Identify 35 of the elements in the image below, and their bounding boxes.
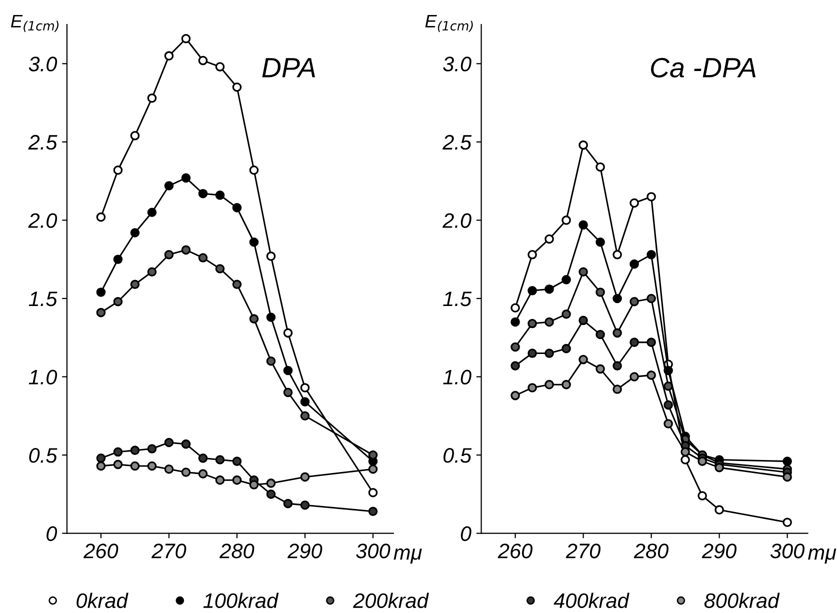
y-tick-label: 3.0 <box>28 56 58 72</box>
x-axis-title: mμ <box>394 548 422 564</box>
y-tick-label: 2.0 <box>442 213 472 228</box>
x-tick-label: 300 <box>770 544 805 558</box>
y-tick-label: 2.5 <box>442 134 472 150</box>
x-tick-label: 270 <box>566 544 600 558</box>
x-tick-label: 260 <box>83 544 118 558</box>
x-tick-label: 290 <box>287 544 322 558</box>
x-tick-label: 280 <box>634 544 668 558</box>
legend-label: 400krad <box>554 592 630 608</box>
x-axis-title: mμ <box>808 548 836 564</box>
y-tick-label: 0 <box>460 526 472 542</box>
legend-label: 800krad <box>704 592 780 608</box>
y-axis-title: E$_{(1cm)}$ <box>10 15 59 32</box>
x-tick-label: 260 <box>498 544 532 558</box>
y-tick-label: 1.0 <box>28 370 58 385</box>
y-tick-label: 1.5 <box>443 292 472 306</box>
x-tick-label: 280 <box>219 544 254 558</box>
legend-label: 100krad <box>203 592 279 608</box>
y-tick-label: 1.5 <box>28 292 58 306</box>
y-tick-label: 2.5 <box>28 134 58 150</box>
y-tick-label: 1.0 <box>443 370 472 385</box>
y-tick-label: 0.5 <box>444 448 472 463</box>
legend-label: 200krad <box>352 592 429 608</box>
y-axis-title: E$_{(1cm)}$ <box>425 15 473 32</box>
text: DPA <box>262 58 315 78</box>
y-tick-label: 2.0 <box>28 213 58 228</box>
y-tick-label: 0.5 <box>29 448 58 463</box>
y-tick-label: 0 <box>46 526 58 542</box>
text: Ca -DPA <box>651 58 756 78</box>
x-tick-label: 300 <box>356 544 390 558</box>
x-tick-label: 270 <box>151 544 186 558</box>
x-tick-label: 290 <box>702 544 737 558</box>
legend-label: 0krad <box>76 592 128 608</box>
y-tick-label: 3.0 <box>443 56 472 72</box>
